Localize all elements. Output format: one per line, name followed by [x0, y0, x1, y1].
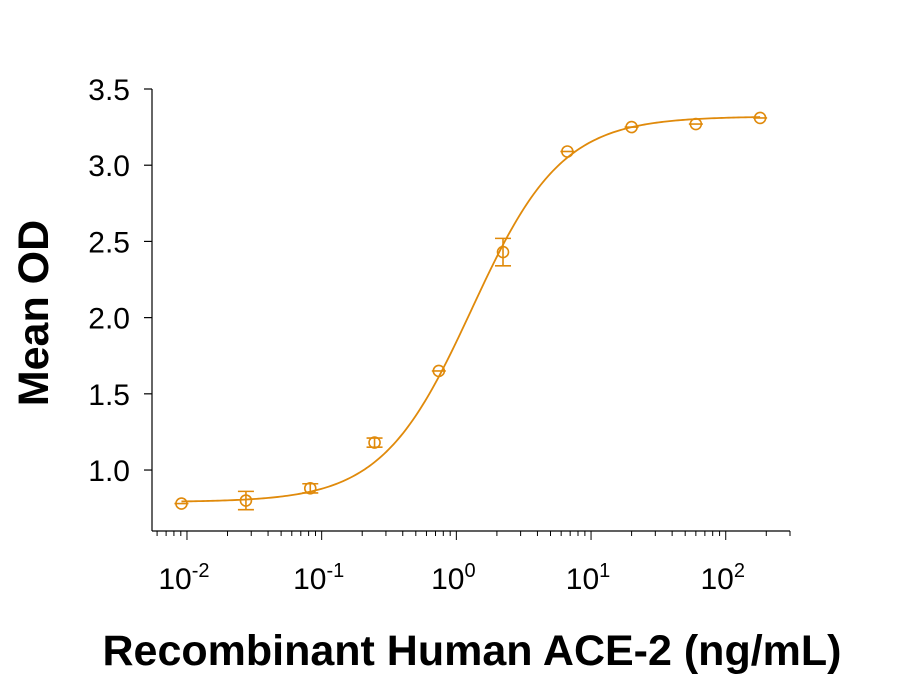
point-marker: [689, 117, 703, 131]
x-tick-base: 10: [431, 563, 464, 596]
data-point: [495, 237, 512, 267]
x-tick-exponent: 0: [464, 560, 475, 582]
point-marker: [303, 482, 317, 495]
x-tick-base: 10: [566, 563, 599, 596]
data-point: [431, 364, 446, 378]
point-marker: [753, 111, 767, 125]
x-tick-label: 102: [700, 560, 745, 596]
y-tick-label: 1.5: [88, 379, 130, 412]
data-point: [237, 490, 254, 511]
y-tick-label: 1.0: [88, 455, 130, 488]
point-marker: [496, 245, 510, 259]
data-point: [688, 117, 703, 131]
data-point: [560, 145, 575, 158]
x-tick-base: 10: [158, 563, 191, 596]
x-tick-exponent: 1: [599, 560, 610, 582]
point-marker: [625, 120, 638, 134]
y-tick-label: 3.5: [88, 74, 130, 107]
y-tick-label: 3.0: [88, 150, 130, 183]
data-point: [302, 482, 319, 495]
x-tick-label: 10-2: [158, 560, 209, 596]
point-marker: [368, 436, 381, 449]
x-axis-ticks: 10-2 10-1 100 101 102: [156, 531, 791, 596]
y-axis-ticks: 1.0 1.5 2.0 2.5 3.0 3.5: [88, 74, 152, 488]
data-points: [174, 111, 768, 511]
point-marker: [239, 494, 253, 507]
x-tick-base: 10: [700, 563, 733, 596]
data-point: [624, 120, 639, 134]
data-point: [366, 436, 383, 449]
x-tick-exponent: 2: [734, 560, 745, 582]
data-point: [174, 497, 189, 510]
axes: [151, 89, 790, 532]
fit-curve: [181, 116, 761, 503]
y-tick-label: 2.0: [88, 303, 130, 336]
x-tick-label: 10-1: [293, 560, 344, 596]
x-axis-title: Recombinant Human ACE-2 (ng/mL): [103, 627, 842, 675]
x-tick-exponent: -1: [326, 560, 344, 582]
point-marker: [175, 497, 188, 510]
x-tick-label: 100: [431, 560, 476, 596]
point-marker: [432, 364, 446, 378]
x-tick-base: 10: [293, 563, 326, 596]
y-axis-title: Mean OD: [10, 220, 58, 406]
x-tick-exponent: -2: [192, 560, 210, 582]
point-marker: [561, 145, 574, 158]
x-tick-label: 101: [566, 560, 611, 596]
data-point: [753, 111, 768, 125]
y-tick-label: 2.5: [88, 226, 130, 259]
